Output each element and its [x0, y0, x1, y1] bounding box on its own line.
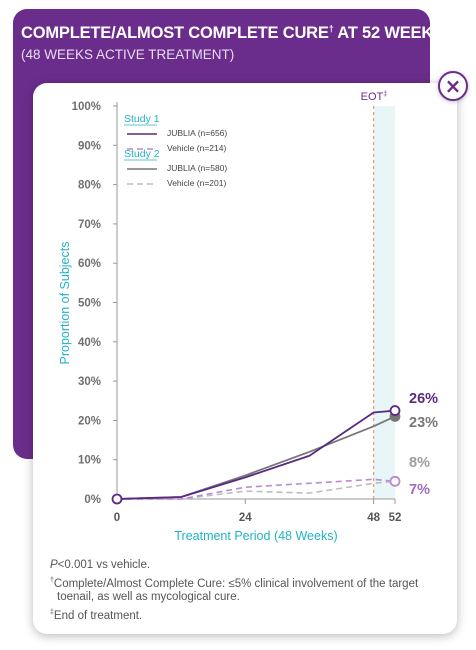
eot-band — [373, 106, 395, 499]
x-axis-title: Treatment Period (48 Weeks) — [174, 529, 337, 543]
series-line-study1-vehicle — [117, 478, 396, 500]
chart-subtitle: (48 WEEKS ACTIVE TREATMENT) — [21, 47, 235, 62]
legend-entry-label: Vehicle (n=214) — [167, 143, 226, 153]
legend-entry-label: Vehicle (n=201) — [167, 178, 226, 188]
y-tick-label: 50% — [78, 298, 101, 310]
close-button[interactable]: × — [438, 71, 468, 101]
chart-title: COMPLETE/ALMOST COMPLETE CURE† AT 52 WEE… — [21, 23, 456, 42]
y-tick-label: 70% — [78, 219, 101, 231]
y-tick-label: 60% — [78, 258, 101, 270]
series-end-point — [389, 405, 401, 416]
y-tick-label: 100% — [72, 101, 101, 113]
close-icon: × — [444, 74, 462, 98]
y-tick-label: 20% — [78, 415, 101, 427]
y-axis-title: Proportion of Subjects — [58, 242, 72, 365]
title-dagger: † — [328, 23, 334, 34]
series-end-point — [389, 475, 401, 487]
legend-group-title: Study 1 — [124, 113, 160, 125]
series-end-label: 8% — [409, 455, 430, 471]
legend-group-title: Study 2 — [124, 148, 160, 160]
series-end-label: 7% — [409, 482, 430, 498]
x-tick-label: 48 — [367, 512, 380, 524]
eot-label: EOT‡ — [361, 91, 388, 103]
series-end-label: 23% — [409, 415, 438, 431]
x-tick-label: 24 — [239, 512, 252, 524]
series-line-study1-jublia — [116, 409, 396, 500]
x-tick-label: 0 — [114, 512, 120, 524]
title-references: 1,3 — [443, 23, 456, 34]
y-tick-label: 10% — [78, 455, 101, 467]
legend-entry-label: JUBLIA (n=656) — [167, 128, 227, 138]
origin-point — [111, 493, 123, 505]
footnote-eot: ‡End of treatment. — [50, 609, 143, 622]
y-tick-label: 40% — [78, 337, 101, 349]
legend-entry-label: JUBLIA (n=580) — [167, 163, 227, 173]
footnotes: P<0.001 vs vehicle. †Complete/Almost Com… — [50, 559, 440, 629]
y-tick-label: 90% — [78, 140, 101, 152]
x-tick-label: 52 — [389, 512, 402, 524]
y-tick-label: 0% — [84, 494, 101, 506]
y-tick-label: 80% — [78, 180, 101, 192]
y-tick-label: 30% — [78, 376, 101, 388]
series-end-label: 26% — [409, 391, 438, 407]
footnote-pvalue: P<0.001 vs vehicle. — [50, 559, 151, 571]
series-line-study2-vehicle — [117, 480, 396, 500]
footnote-cure-definition: †Complete/Almost Complete Cure: ≤5% clin… — [50, 577, 419, 603]
